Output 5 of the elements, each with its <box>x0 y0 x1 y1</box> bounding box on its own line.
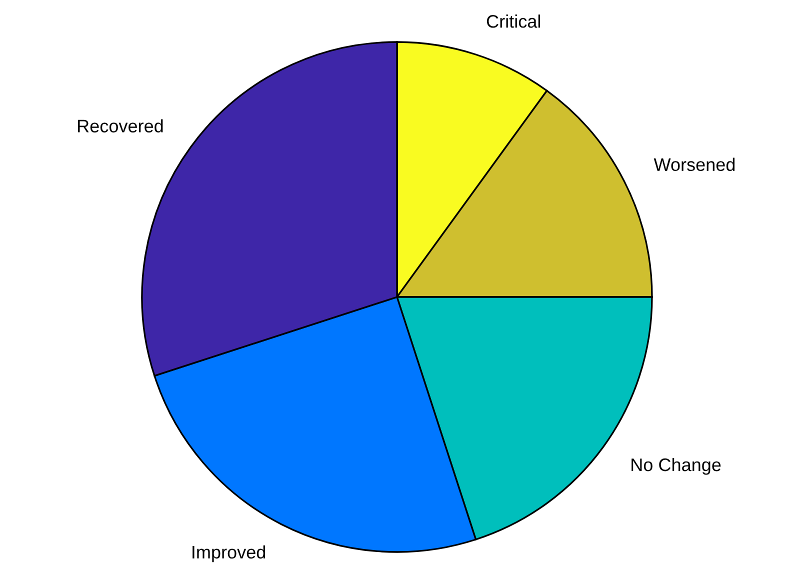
slice-label: Recovered <box>78 119 163 132</box>
slice-label: Worsened <box>654 158 735 172</box>
slice-label: Critical <box>486 14 540 28</box>
slice-label: No Change <box>632 458 721 475</box>
slice-label: Improved <box>192 545 266 562</box>
